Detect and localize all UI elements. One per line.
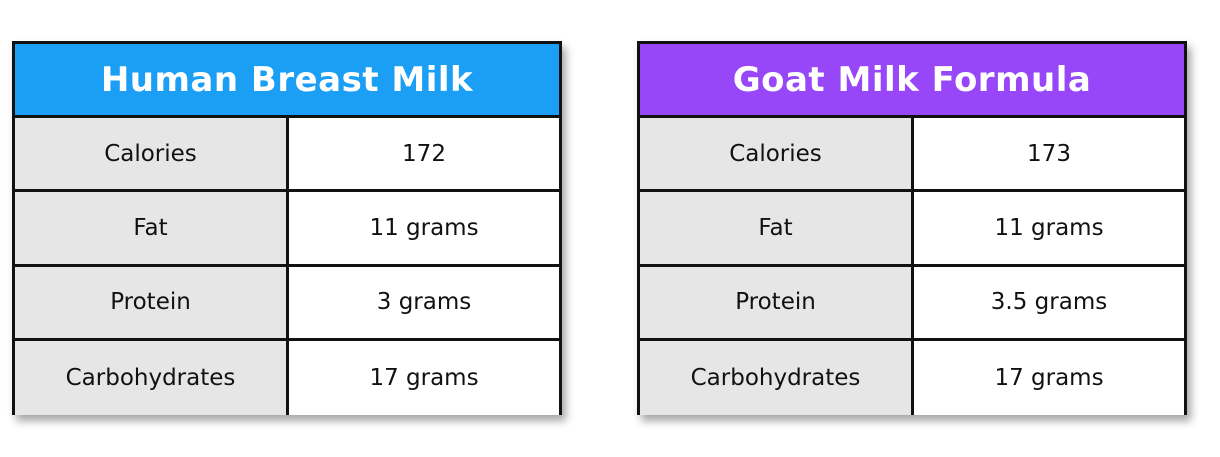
table-title: Goat Milk Formula — [640, 44, 1184, 118]
row-label: Fat — [640, 192, 914, 264]
table-row: Fat 11 grams — [15, 192, 559, 267]
row-label: Calories — [15, 118, 289, 190]
row-value: 3.5 grams — [914, 266, 1184, 338]
row-value: 17 grams — [289, 340, 559, 415]
row-value: 11 grams — [289, 192, 559, 264]
row-label: Fat — [15, 192, 289, 264]
row-value: 173 — [914, 118, 1184, 190]
row-label: Protein — [640, 266, 914, 338]
row-label: Calories — [640, 118, 914, 190]
row-label: Protein — [15, 266, 289, 338]
table-row: Calories 173 — [640, 118, 1184, 193]
row-value: 17 grams — [914, 340, 1184, 415]
table-row: Protein 3 grams — [15, 266, 559, 341]
table-row: Protein 3.5 grams — [640, 266, 1184, 341]
row-value: 3 grams — [289, 266, 559, 338]
table-row: Carbohydrates 17 grams — [640, 340, 1184, 415]
table-row: Carbohydrates 17 grams — [15, 340, 559, 415]
table-row: Calories 172 — [15, 118, 559, 193]
row-label: Carbohydrates — [640, 340, 914, 415]
human-breast-milk-table: Human Breast Milk Calories 172 Fat 11 gr… — [12, 41, 562, 415]
row-value: 172 — [289, 118, 559, 190]
goat-milk-formula-table: Goat Milk Formula Calories 173 Fat 11 gr… — [637, 41, 1187, 415]
table-title: Human Breast Milk — [15, 44, 559, 118]
table-row: Fat 11 grams — [640, 192, 1184, 267]
row-label: Carbohydrates — [15, 340, 289, 415]
row-value: 11 grams — [914, 192, 1184, 264]
